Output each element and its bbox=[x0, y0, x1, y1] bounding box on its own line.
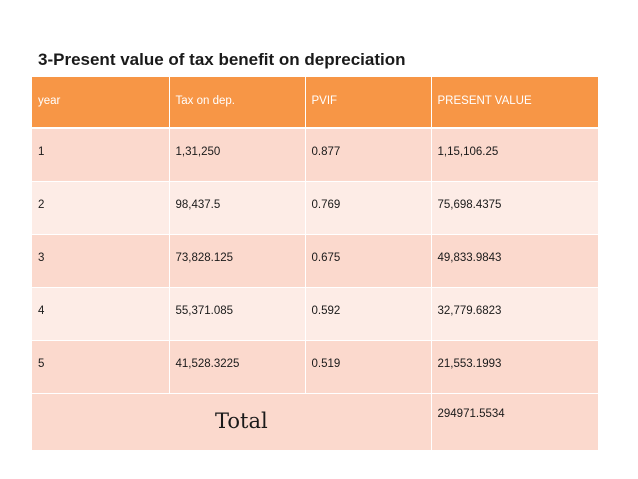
total-row: Total 294971.5534 bbox=[32, 393, 598, 450]
slide-title: 3-Present value of tax benefit on deprec… bbox=[38, 50, 406, 69]
table-row: 4 55,371.085 0.592 32,779.6823 bbox=[32, 287, 598, 341]
total-label-cell: Total bbox=[32, 393, 432, 450]
cell-present-value: 1,15,106.25 bbox=[431, 128, 598, 182]
table-row: 2 98,437.5 0.769 75,698.4375 bbox=[32, 181, 598, 235]
cell-year: 5 bbox=[32, 340, 170, 394]
cell-year: 1 bbox=[32, 128, 170, 182]
cell-pvif: 0.592 bbox=[305, 287, 432, 341]
cell-year: 3 bbox=[32, 234, 170, 288]
header-pvif: PVIF bbox=[305, 77, 432, 129]
cell-present-value: 75,698.4375 bbox=[431, 181, 598, 235]
cell-year: 2 bbox=[32, 181, 170, 235]
cell-pvif: 0.675 bbox=[305, 234, 432, 288]
header-present-value: PRESENT VALUE bbox=[431, 77, 598, 129]
cell-tax-on-dep: 55,371.085 bbox=[169, 287, 306, 341]
header-year: year bbox=[32, 77, 170, 129]
table-row: 3 73,828.125 0.675 49,833.9843 bbox=[32, 234, 598, 288]
cell-pvif: 0.877 bbox=[305, 128, 432, 182]
table-row: 5 41,528.3225 0.519 21,553.1993 bbox=[32, 340, 598, 394]
cell-tax-on-dep: 98,437.5 bbox=[169, 181, 306, 235]
table-header-row: year Tax on dep. PVIF PRESENT VALUE bbox=[32, 77, 598, 129]
cell-present-value: 32,779.6823 bbox=[431, 287, 598, 341]
cell-present-value: 21,553.1993 bbox=[431, 340, 598, 394]
cell-tax-on-dep: 1,31,250 bbox=[169, 128, 306, 182]
total-value: 294971.5534 bbox=[437, 407, 505, 420]
present-value-table: year Tax on dep. PVIF PRESENT VALUE 1 1,… bbox=[32, 77, 598, 450]
cell-present-value: 49,833.9843 bbox=[431, 234, 598, 288]
cell-tax-on-dep: 73,828.125 bbox=[169, 234, 306, 288]
table-row: 1 1,31,250 0.877 1,15,106.25 bbox=[32, 128, 598, 182]
cell-year: 4 bbox=[32, 287, 170, 341]
cell-tax-on-dep: 41,528.3225 bbox=[169, 340, 306, 394]
total-label: Total bbox=[215, 408, 268, 433]
header-tax-on-dep: Tax on dep. bbox=[169, 77, 306, 129]
cell-pvif: 0.519 bbox=[305, 340, 432, 394]
cell-pvif: 0.769 bbox=[305, 181, 432, 235]
